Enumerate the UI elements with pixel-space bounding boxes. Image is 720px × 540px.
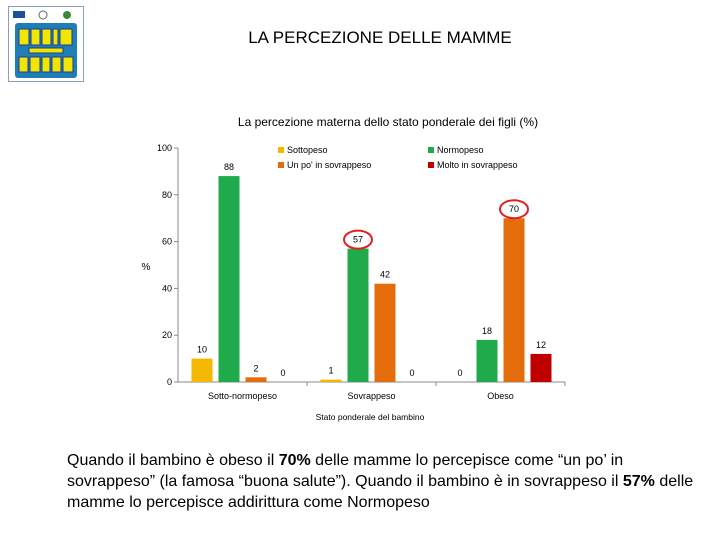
- bar: [191, 358, 213, 382]
- data-label: 12: [536, 340, 546, 350]
- x-category-label: Sovrappeso: [347, 391, 395, 401]
- data-label: 57: [353, 235, 363, 245]
- y-tick-label: 20: [162, 330, 172, 340]
- partner-logo-2: [38, 10, 48, 20]
- legend-swatch: [278, 147, 284, 153]
- data-label: 0: [280, 368, 285, 378]
- legend-label: Sottopeso: [287, 145, 328, 155]
- y-tick-label: 40: [162, 283, 172, 293]
- bar: [245, 377, 267, 382]
- data-label: 88: [224, 162, 234, 172]
- caption-part-3: delle mamme lo percepisce addirittura co…: [67, 473, 694, 511]
- legend-swatch: [278, 162, 284, 168]
- data-label: 10: [197, 345, 207, 355]
- partner-logo-3: [63, 11, 71, 19]
- data-label: 0: [409, 368, 414, 378]
- legend-label: Molto in sovrappeso: [437, 160, 518, 170]
- okkio-alla-salute-logo: [8, 6, 84, 82]
- chart-title: La percezione materna dello stato ponder…: [238, 115, 538, 129]
- y-tick-label: 100: [157, 143, 172, 153]
- bar: [218, 176, 240, 382]
- data-label: 2: [253, 363, 258, 373]
- data-label: 18: [482, 326, 492, 336]
- caption-highlight-70: 70%: [278, 452, 311, 469]
- bar: [476, 339, 498, 382]
- x-category-label: Sotto-normopeso: [208, 391, 277, 401]
- caption-part-1: Quando il bambino è obeso il: [67, 452, 279, 469]
- highlight-circle: [343, 229, 373, 250]
- caption-part-2: delle mamme lo percepisce come “un po’ i…: [67, 452, 624, 490]
- bar: [347, 248, 369, 382]
- y-axis-label: %: [142, 262, 151, 273]
- data-label: 70: [509, 204, 519, 214]
- bar: [374, 283, 396, 382]
- logo-lettering: [18, 28, 74, 73]
- caption-highlight-57: 57%: [622, 473, 655, 490]
- partner-logo-1: [13, 11, 25, 18]
- bar: [530, 353, 552, 382]
- data-labels: 10 88 2 0 1 57 42 0 0 18 70 12: [197, 162, 546, 378]
- bars: [191, 176, 552, 382]
- slide-title: LA PERCEZIONE DELLE MAMME: [248, 28, 512, 47]
- legend-swatch: [428, 147, 434, 153]
- highlight-circle: [499, 199, 529, 220]
- x-category-label: Obeso: [487, 391, 514, 401]
- y-tick-label: 60: [162, 237, 172, 247]
- y-tick-label: 80: [162, 190, 172, 200]
- bar: [503, 218, 525, 382]
- slide-caption: Quando il bambino è obeso il 70% delle m…: [67, 450, 707, 513]
- data-label: 42: [380, 270, 390, 280]
- legend: Sottopeso Un po' in sovrappeso Normopeso Mo…: [278, 145, 518, 170]
- bar: [320, 379, 342, 382]
- x-axis-label: Stato ponderale del bambino: [316, 412, 425, 422]
- data-label: 0: [457, 368, 462, 378]
- legend-swatch: [428, 162, 434, 168]
- y-tick-label: 0: [167, 377, 172, 387]
- legend-label: Un po' in sovrappeso: [287, 160, 371, 170]
- legend-label: Normopeso: [437, 145, 484, 155]
- bar-chart: La percezione materna dello stato ponder…: [142, 115, 566, 422]
- data-label: 1: [328, 366, 333, 376]
- logo-graphic: [10, 8, 82, 80]
